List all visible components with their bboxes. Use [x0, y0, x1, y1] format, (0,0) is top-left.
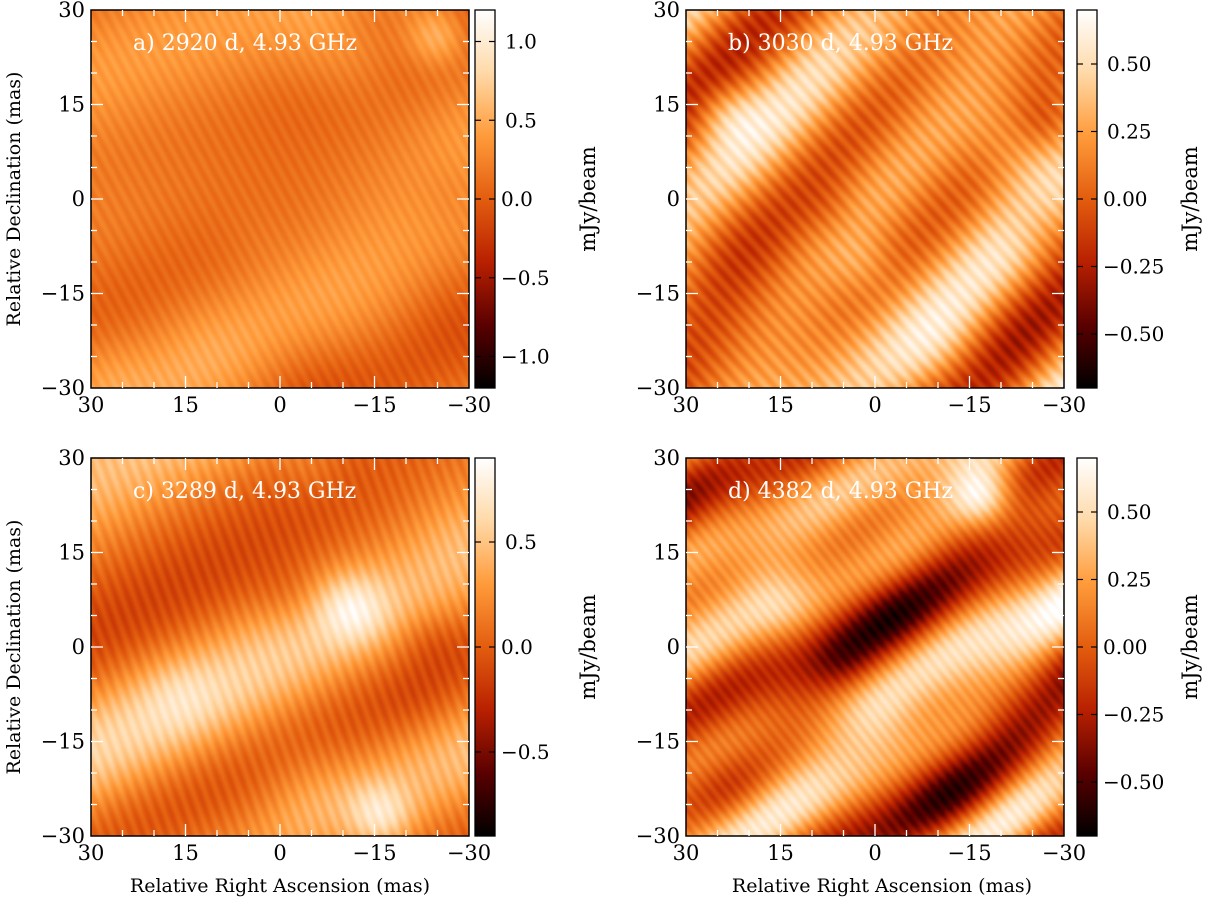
- colorbar-title: mJy/beam: [1178, 146, 1202, 252]
- y-axis-title: Relative Declination (mas): [3, 520, 25, 775]
- heatmap-image: [91, 10, 469, 388]
- x-tick-label: 0: [868, 841, 881, 865]
- colorbar-tick-label: −1.0: [501, 345, 550, 369]
- panel-title: b) 3030 d, 4.93 GHz: [728, 31, 953, 56]
- y-tick-label: 15: [58, 541, 85, 565]
- panel-title: c) 3289 d, 4.93 GHz: [133, 479, 356, 504]
- x-tick-label: −30: [1042, 393, 1086, 417]
- y-tick-label: −15: [636, 282, 680, 306]
- x-tick-label: 15: [767, 841, 794, 865]
- x-axis-title-right: Relative Right Ascension (mas): [732, 875, 1032, 897]
- x-tick-label: −15: [947, 393, 991, 417]
- y-tick-label: −30: [41, 376, 85, 400]
- colorbar-tick-label: 0.50: [1103, 500, 1152, 524]
- x-tick-label: 15: [767, 393, 794, 417]
- y-tick-label: −30: [636, 824, 680, 848]
- y-tick-label: 0: [667, 187, 680, 211]
- colorbar-tick-label: 0.00: [1103, 187, 1148, 211]
- colorbar-tick-label: −0.50: [1103, 322, 1164, 346]
- colorbar-tick-label: 1.0: [501, 30, 537, 54]
- x-tick-label: 30: [78, 393, 105, 417]
- colorbar-tick-label: 0.5: [501, 530, 537, 554]
- colorbar-tick-label: −0.5: [501, 266, 550, 290]
- colorbar-title: mJy/beam: [576, 146, 600, 252]
- y-tick-label: 30: [653, 0, 680, 22]
- colorbar-tick-label: 0.0: [501, 187, 533, 211]
- x-tick-label: 0: [273, 841, 286, 865]
- colorbar-tick-label: −0.25: [1103, 703, 1164, 727]
- y-tick-label: 0: [667, 635, 680, 659]
- y-axis-title: Relative Declination (mas): [3, 72, 25, 327]
- colorbar-tick-label: 0.25: [1103, 120, 1152, 144]
- y-tick-label: 0: [72, 187, 85, 211]
- y-tick-label: 30: [58, 446, 85, 470]
- x-tick-label: 30: [673, 393, 700, 417]
- x-tick-label: −15: [352, 841, 396, 865]
- colorbar-title: mJy/beam: [1178, 594, 1202, 700]
- colorbar-tick-label: 0.00: [1103, 635, 1148, 659]
- y-tick-label: 30: [653, 446, 680, 470]
- colorbar-tick-label: 0.50: [1103, 52, 1152, 76]
- colorbar-tick-label: −0.25: [1103, 255, 1164, 279]
- y-tick-label: 15: [58, 93, 85, 117]
- x-tick-label: −30: [447, 393, 491, 417]
- colorbar-tick-label: 0.0: [501, 635, 533, 659]
- x-tick-label: 30: [78, 841, 105, 865]
- x-tick-label: −15: [947, 841, 991, 865]
- y-tick-label: −30: [636, 376, 680, 400]
- x-tick-label: −30: [447, 841, 491, 865]
- x-tick-label: 15: [172, 841, 199, 865]
- y-tick-label: −30: [41, 824, 85, 848]
- y-tick-label: −15: [636, 730, 680, 754]
- heatmap-image: [686, 458, 1064, 836]
- y-tick-label: 0: [72, 635, 85, 659]
- colorbar-tick-label: 0.25: [1103, 568, 1152, 592]
- y-tick-label: −15: [41, 730, 85, 754]
- y-tick-label: 15: [653, 93, 680, 117]
- heatmap-image: [686, 10, 1064, 388]
- colorbar-tick-label: −0.50: [1103, 770, 1164, 794]
- x-tick-label: −15: [352, 393, 396, 417]
- panel-title: d) 4382 d, 4.93 GHz: [728, 479, 953, 504]
- y-tick-label: 15: [653, 541, 680, 565]
- x-tick-label: −30: [1042, 841, 1086, 865]
- panel-title: a) 2920 d, 4.93 GHz: [133, 31, 357, 56]
- y-tick-label: 30: [58, 0, 85, 22]
- x-axis-title-left: Relative Right Ascension (mas): [130, 875, 430, 897]
- x-tick-label: 0: [868, 393, 881, 417]
- colorbar-tick-label: 0.5: [501, 108, 537, 132]
- colorbar-title: mJy/beam: [576, 594, 600, 700]
- x-tick-label: 0: [273, 393, 286, 417]
- heatmap-image: [91, 458, 469, 836]
- x-tick-label: 30: [673, 841, 700, 865]
- colorbar-tick-label: −0.5: [501, 740, 550, 764]
- x-tick-label: 15: [172, 393, 199, 417]
- y-tick-label: −15: [41, 282, 85, 306]
